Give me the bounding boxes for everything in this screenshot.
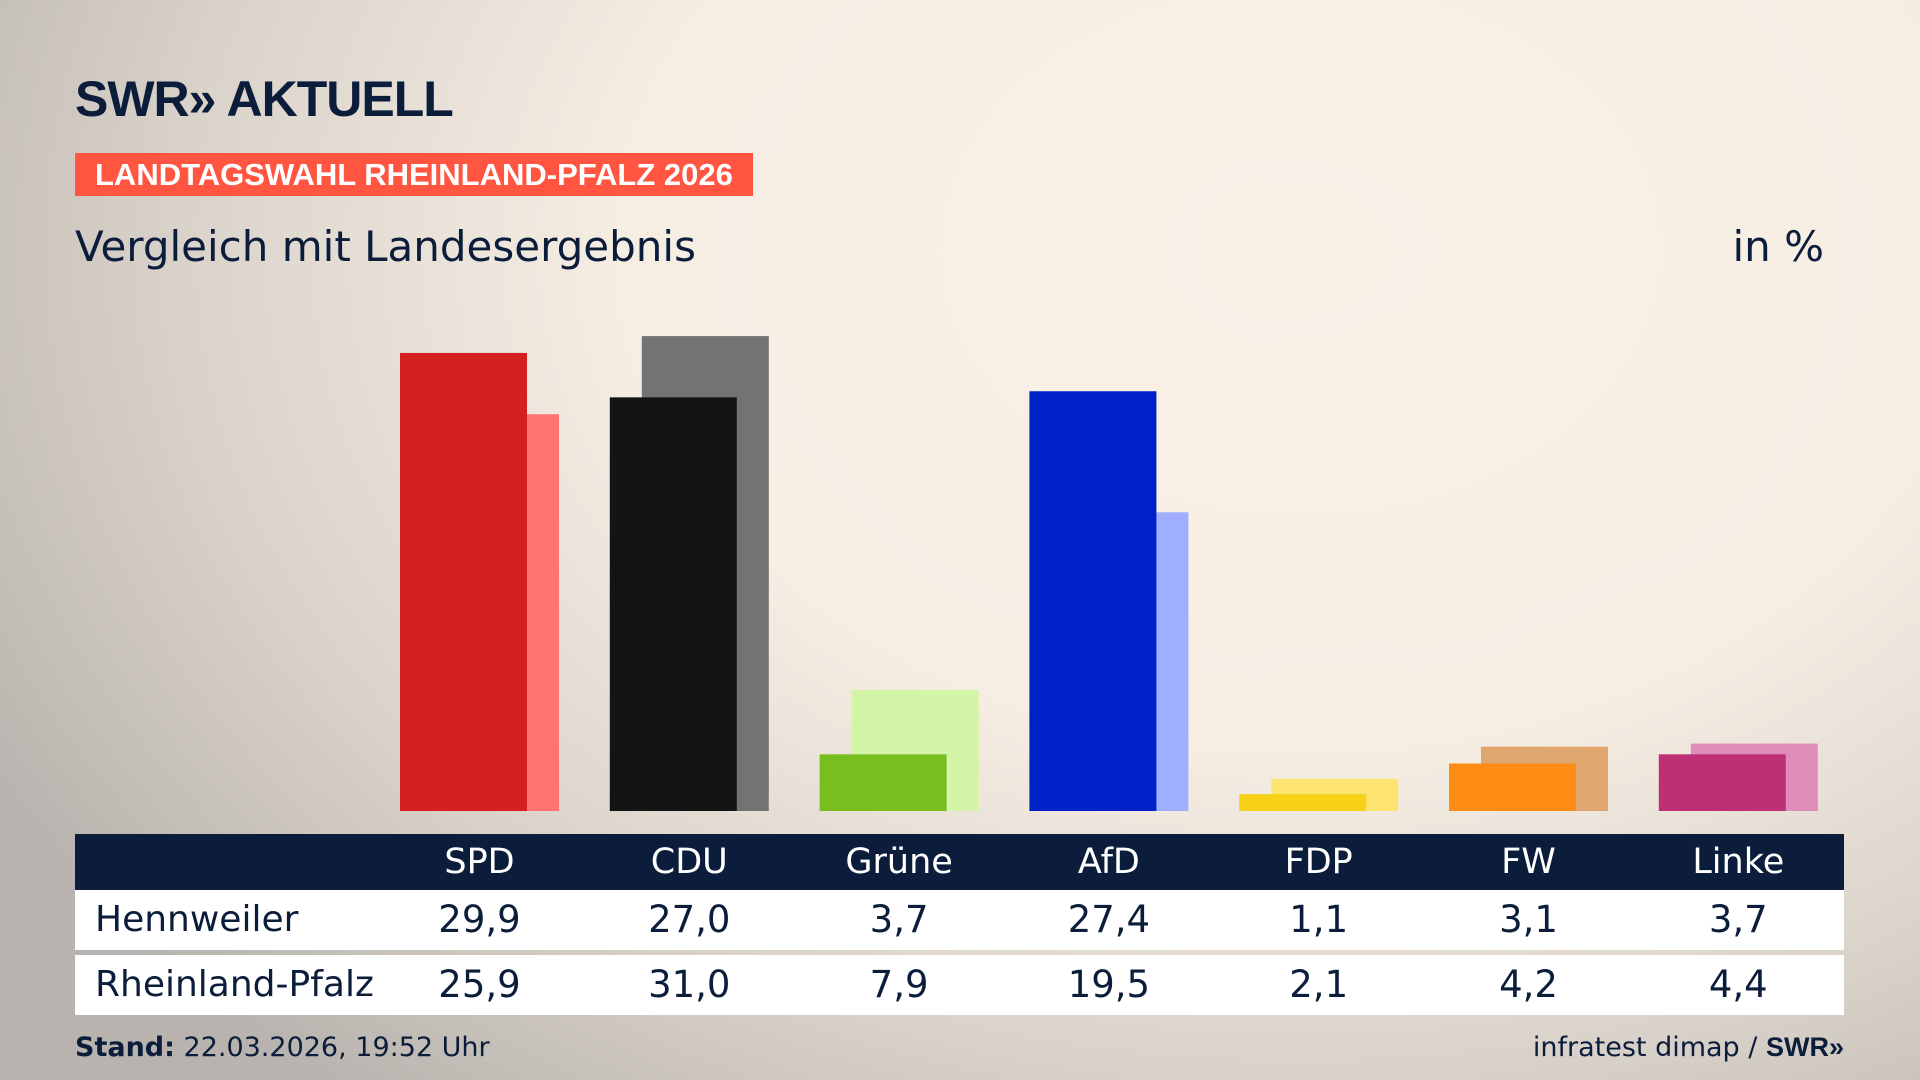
- value-cell: 3,1: [1499, 898, 1558, 941]
- value-cell: 27,4: [1067, 898, 1151, 941]
- value-cell: 19,5: [1067, 963, 1151, 1006]
- bar-hennweiler-grüne: [819, 754, 947, 811]
- row-label: Rheinland-Pfalz: [95, 964, 374, 1005]
- bar-hennweiler-afd: [1029, 391, 1157, 811]
- table-row-hennweiler: Hennweiler 29,9 27,0 3,7 27,4 1,1 3,1 3,7: [75, 890, 1844, 950]
- election-banner: LANDTAGSWAHL RHEINLAND-PFALZ 2026: [75, 153, 753, 196]
- unit-label: in %: [1732, 222, 1824, 271]
- swr-logo-small: SWR»: [1765, 1032, 1844, 1062]
- value-cell: 7,9: [869, 963, 929, 1006]
- chart-subtitle: Vergleich mit Landesergebnis: [75, 222, 696, 271]
- stand-value: 22.03.2026, 19:52 Uhr: [183, 1032, 490, 1063]
- value-cell: 3,7: [1708, 898, 1768, 941]
- table-header: SPD CDU Grüne AfD FDP FW Linke: [75, 834, 1844, 890]
- party-label: SPD: [444, 842, 515, 882]
- value-cell: 2,1: [1289, 963, 1349, 1006]
- source: infratest dimap / SWR»: [1533, 1032, 1844, 1063]
- row-label: Hennweiler: [95, 899, 299, 940]
- bar-hennweiler-fw: [1449, 763, 1576, 811]
- party-label: Grüne: [845, 842, 953, 882]
- value-cell: 4,4: [1708, 963, 1768, 1006]
- value-cell: 4,2: [1499, 963, 1558, 1006]
- value-cell: 1,1: [1289, 898, 1349, 941]
- party-label: Linke: [1692, 842, 1785, 882]
- value-cell: 29,9: [438, 898, 521, 941]
- timestamp: Stand: 22.03.2026, 19:52 Uhr: [75, 1032, 490, 1063]
- bar-hennweiler-fdp: [1239, 794, 1367, 811]
- value-cell: 31,0: [648, 963, 731, 1006]
- stand-label: Stand:: [75, 1032, 175, 1063]
- table-row-rheinland-pfalz: Rheinland-Pfalz 25,9 31,0 7,9 19,5 2,1 4,2 4,4: [75, 955, 1844, 1015]
- bar-hennweiler-linke: [1658, 754, 1786, 811]
- party-label: AfD: [1077, 842, 1140, 882]
- source-text: infratest dimap /: [1532, 1032, 1758, 1063]
- value-cell: 27,0: [648, 898, 731, 941]
- bar-hennweiler-spd: [400, 352, 527, 811]
- party-label: FW: [1501, 842, 1556, 882]
- value-cell: 25,9: [438, 963, 521, 1006]
- swr-aktuell-logo: SWR» AKTUELL: [75, 71, 454, 127]
- party-label: FDP: [1284, 842, 1353, 882]
- value-cell: 3,7: [869, 898, 929, 941]
- bar-hennweiler-cdu: [609, 397, 737, 811]
- party-label: CDU: [650, 842, 728, 882]
